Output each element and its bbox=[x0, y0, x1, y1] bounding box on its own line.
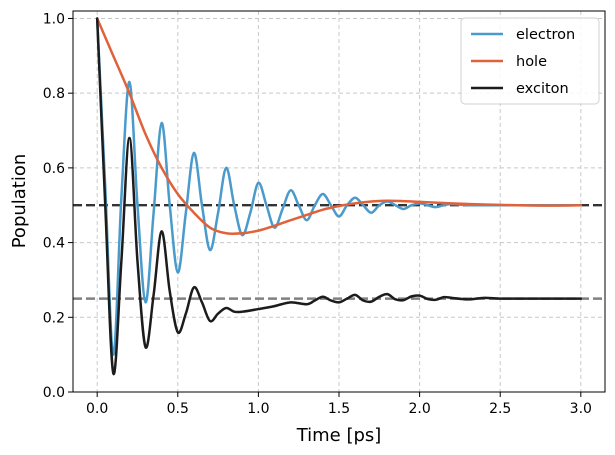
legend-box bbox=[460, 17, 600, 105]
y-tick-label: 0.8 bbox=[43, 86, 65, 102]
y-axis-ticks: 0.0 0.2 0.4 0.6 0.8 1.0 bbox=[43, 11, 73, 401]
x-tick-label: 2.5 bbox=[489, 401, 511, 417]
y-tick-label: 0.6 bbox=[43, 161, 65, 177]
legend-label-exciton: exciton bbox=[516, 81, 569, 97]
x-tick-label: 0.5 bbox=[167, 401, 189, 417]
x-tick-label: 3.0 bbox=[570, 401, 592, 417]
y-tick-label: 1.0 bbox=[43, 11, 65, 27]
y-axis-label: Population bbox=[9, 154, 30, 249]
series-line-electron bbox=[95, 17, 583, 356]
y-tick-label: 0.4 bbox=[43, 236, 65, 252]
legend-label-electron: electron bbox=[516, 27, 575, 43]
x-axis-label: Time [ps] bbox=[296, 425, 382, 446]
x-tick-label: 1.5 bbox=[328, 401, 350, 417]
y-tick-label: 0.0 bbox=[43, 385, 65, 401]
y-tick-label: 0.2 bbox=[43, 310, 65, 326]
series-line-exciton bbox=[95, 17, 583, 376]
x-tick-label: 1.0 bbox=[247, 401, 269, 417]
legend[interactable]: electron hole exciton bbox=[460, 17, 600, 105]
legend-label-hole: hole bbox=[516, 54, 547, 70]
x-tick-label: 0.0 bbox=[86, 401, 108, 417]
x-axis-ticks: 0.0 0.5 1.0 1.5 2.0 2.5 3.0 bbox=[86, 392, 592, 417]
x-tick-label: 2.0 bbox=[408, 401, 430, 417]
data-series bbox=[95, 17, 583, 376]
series-line-hole bbox=[95, 17, 583, 236]
